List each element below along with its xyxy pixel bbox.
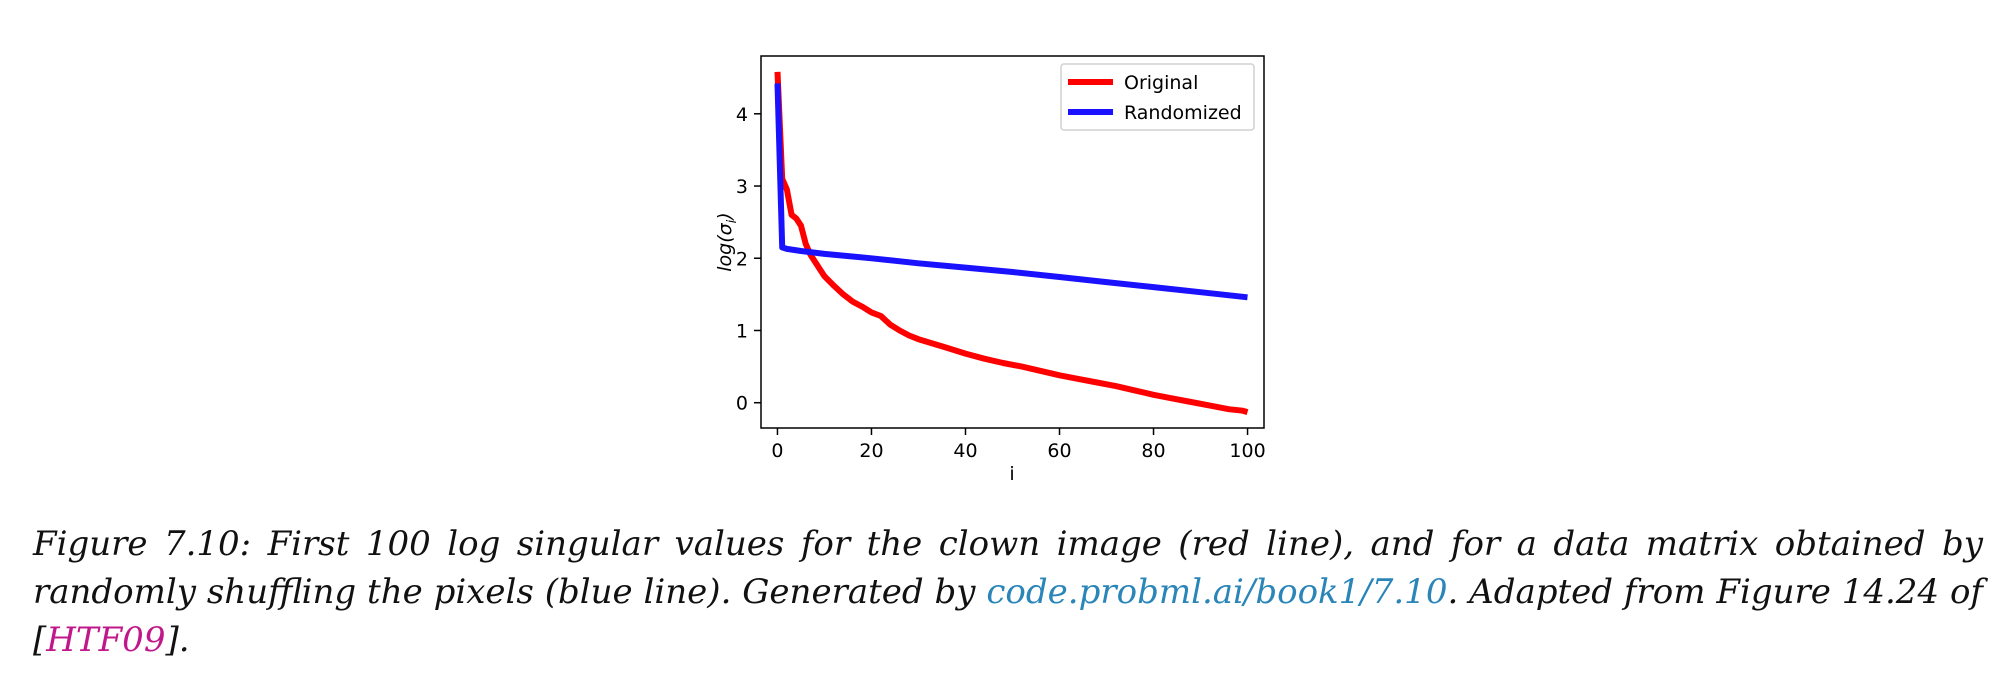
plot-area <box>774 71 1249 415</box>
x-tick-label: 60 <box>1047 440 1071 462</box>
caption-text-3: ]. <box>165 620 190 660</box>
x-tick-label: 40 <box>953 440 977 462</box>
citation-link[interactable]: HTF09 <box>46 620 166 660</box>
y-tick-label: 2 <box>736 248 748 270</box>
legend-label-original: Original <box>1124 72 1198 94</box>
y-tick-label: 4 <box>736 104 748 126</box>
figure-caption: Figure 7.10: First 100 log singular valu… <box>33 520 1983 664</box>
series-line-randomized <box>774 83 1248 301</box>
y-tick-label: 3 <box>736 176 748 198</box>
x-tick-label: 100 <box>1229 440 1265 462</box>
legend: Original Randomized <box>1060 63 1255 131</box>
y-tick-label: 0 <box>736 393 748 415</box>
caption-text-1: Figure 7.10: First 100 log singular valu… <box>33 524 1983 612</box>
code-link[interactable]: code.probml.ai/book1/7.10 <box>986 572 1448 612</box>
x-axis-label: i <box>1009 463 1014 485</box>
x-tick-label: 0 <box>771 440 783 462</box>
x-tick-label: 20 <box>859 440 883 462</box>
y-tick-label: 1 <box>736 320 748 342</box>
caption-text-2: . Adapted from Figure 14.24 of [ <box>33 572 1984 660</box>
y-axis-label: log(σi) <box>714 212 740 271</box>
legend-label-randomized: Randomized <box>1124 102 1242 124</box>
x-tick-label: 80 <box>1141 440 1165 462</box>
x-axis: 0 20 40 60 80 100 <box>771 428 1266 462</box>
plot-frame <box>760 55 1265 429</box>
y-axis: 0 1 2 3 4 <box>736 104 761 415</box>
